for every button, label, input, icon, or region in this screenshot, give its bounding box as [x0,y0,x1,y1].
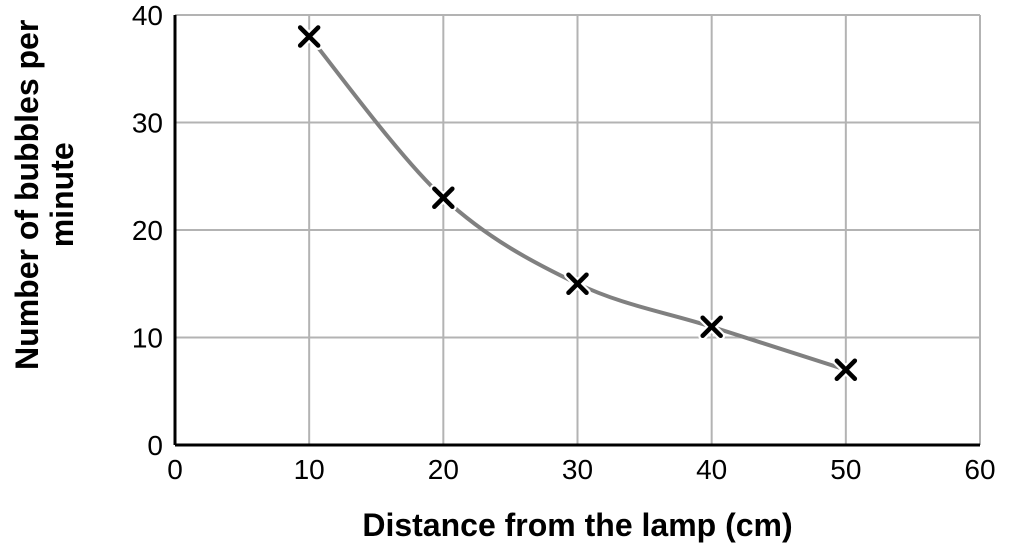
x-tick-label: 40 [696,454,727,485]
y-tick-label: 40 [132,0,163,31]
chart-container: Number of bubbles per minute Distance fr… [0,0,1024,558]
data-marker [569,275,587,293]
data-marker [703,318,721,336]
x-tick-label: 10 [294,454,325,485]
x-tick-label: 20 [428,454,459,485]
x-axis-label: Distance from the lamp (cm) [362,507,792,544]
y-tick-label: 20 [132,215,163,246]
x-tick-label: 0 [167,454,183,485]
data-marker [434,189,452,207]
x-tick-label: 30 [562,454,593,485]
y-tick-label: 30 [132,107,163,138]
x-tick-label: 50 [830,454,861,485]
x-tick-label: 60 [964,454,995,485]
y-axis-label: Number of bubbles per minute [10,0,80,405]
data-marker [837,361,855,379]
plot-area: 0102030405060010203040 [175,15,980,445]
chart-svg: 0102030405060010203040 [175,15,980,445]
y-tick-label: 10 [132,322,163,353]
y-tick-label: 0 [147,430,163,461]
data-marker [300,28,318,46]
